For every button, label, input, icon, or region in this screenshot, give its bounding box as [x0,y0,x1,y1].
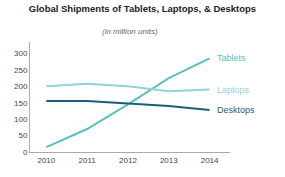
svg-text:50: 50 [18,131,27,140]
svg-text:100: 100 [14,115,28,124]
svg-text:250: 250 [14,66,28,75]
svg-text:2011: 2011 [79,156,97,165]
svg-text:Tablets: Tablets [217,53,246,63]
svg-text:150: 150 [14,99,28,108]
svg-text:(in million units): (in million units) [102,27,158,36]
svg-text:2010: 2010 [37,156,55,165]
svg-text:2012: 2012 [119,156,137,165]
svg-text:300: 300 [14,49,28,58]
svg-text:2014: 2014 [201,156,219,165]
svg-text:Desktops: Desktops [217,105,255,115]
svg-text:0: 0 [23,148,28,157]
svg-text:Global Shipments of Tablets, L: Global Shipments of Tablets, Laptops, & … [29,3,256,14]
svg-text:200: 200 [14,82,28,91]
svg-text:Laptops: Laptops [217,85,250,95]
svg-text:2013: 2013 [160,156,178,165]
